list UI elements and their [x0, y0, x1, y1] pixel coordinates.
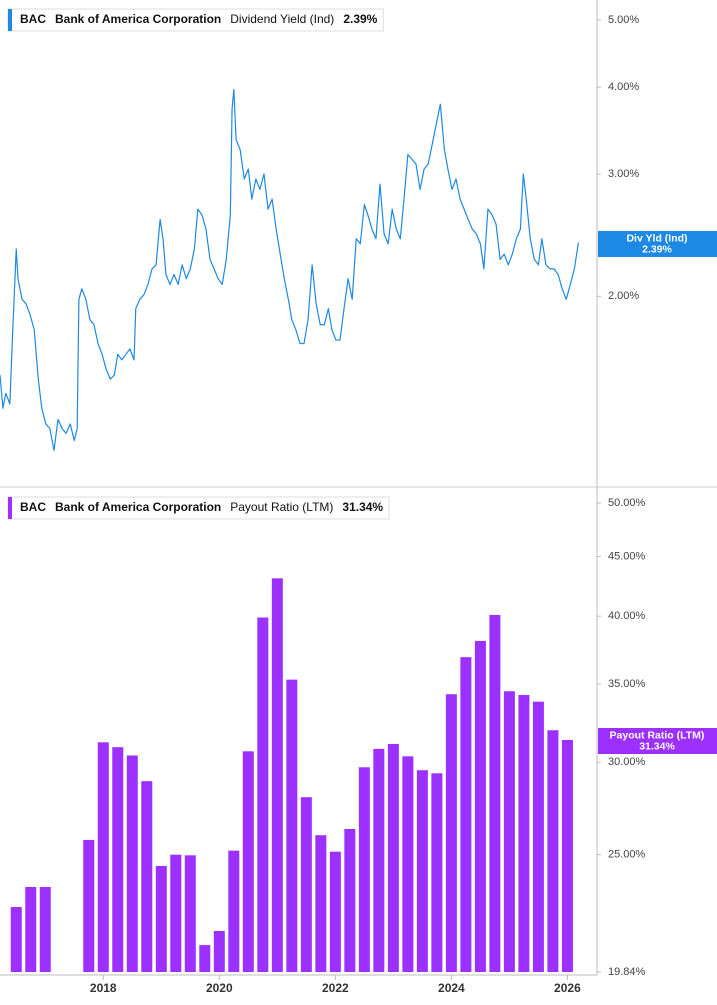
bar: [141, 781, 153, 972]
y-tick-label: 35.00%: [608, 678, 646, 690]
bar: [387, 743, 399, 972]
bar: [503, 691, 515, 972]
tag-value: 2.39%: [642, 243, 672, 255]
y-tick-label: 45.00%: [608, 550, 646, 562]
legend-metric: Dividend Yield (Ind): [230, 12, 334, 26]
bar: [97, 742, 109, 972]
bar: [358, 767, 370, 972]
y-tick-label: 2.00%: [608, 290, 639, 302]
bar: [431, 773, 443, 972]
y-tick-label: 30.00%: [608, 756, 646, 768]
y-tick-label: 25.00%: [608, 849, 646, 861]
legend-ticker: BAC: [20, 500, 46, 514]
bar: [474, 640, 486, 972]
bar: [39, 886, 51, 972]
bar: [242, 751, 254, 972]
bar: [518, 694, 530, 972]
x-tick-label: 2026: [554, 981, 581, 995]
x-tick-label: 2020: [206, 981, 233, 995]
legend-company: Bank of America Corporation: [55, 12, 221, 26]
line-series: [0, 88, 580, 452]
legend-metric: Payout Ratio (LTM): [230, 500, 333, 514]
legend-company: Bank of America Corporation: [55, 500, 221, 514]
y-tick-label: 4.00%: [608, 81, 639, 93]
y-tick-label: 50.00%: [608, 497, 646, 509]
bar: [286, 679, 298, 972]
bar: [416, 770, 428, 972]
bar: [460, 657, 472, 972]
bar: [402, 756, 414, 972]
bar: [126, 755, 138, 972]
bar: [300, 797, 312, 972]
bar: [344, 828, 356, 972]
bar: [25, 886, 37, 972]
legend-value: 31.34%: [342, 500, 383, 514]
bar: [547, 730, 559, 972]
y-tick-label: 19.84%: [608, 966, 646, 978]
last-value-tag: [598, 728, 717, 754]
bar: [445, 694, 457, 972]
bar: [329, 851, 341, 972]
bar: [170, 854, 182, 972]
bar: [373, 748, 385, 972]
bar: [271, 578, 283, 972]
x-tick-label: 2024: [438, 981, 465, 995]
bar: [315, 835, 327, 972]
tag-label: Div Yld (Ind): [626, 232, 687, 244]
x-tick-label: 2022: [322, 981, 349, 995]
y-tick-label: 5.00%: [608, 14, 639, 26]
bar: [199, 945, 211, 972]
bar: [112, 747, 124, 972]
y-tick-label: 3.00%: [608, 168, 639, 180]
legend-ticker: BAC: [20, 12, 46, 26]
bar: [184, 855, 196, 972]
last-value-tag: [598, 231, 717, 257]
tag-value: 31.34%: [639, 740, 675, 752]
legend-swatch: [8, 497, 12, 519]
bar: [257, 617, 269, 972]
bar: [532, 701, 544, 972]
x-tick-label: 2018: [90, 981, 117, 995]
tag-label: Payout Ratio (LTM): [610, 729, 705, 741]
bar: [155, 865, 167, 972]
bar: [228, 850, 240, 972]
bar: [489, 614, 501, 972]
bar: [10, 907, 22, 972]
legend-swatch: [8, 9, 12, 31]
y-tick-label: 40.00%: [608, 610, 646, 622]
bar: [213, 930, 225, 972]
bar: [561, 740, 573, 972]
bar: [83, 839, 95, 972]
legend-value: 2.39%: [343, 12, 377, 26]
